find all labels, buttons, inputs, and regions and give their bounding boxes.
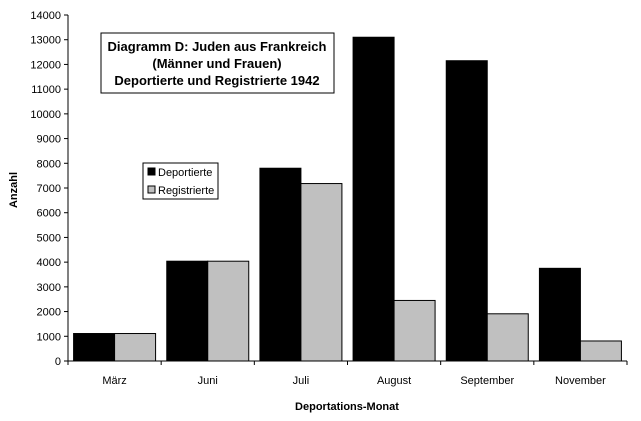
- bar-registrierte: [579, 340, 622, 362]
- x-axis-label: Deportations-Monat: [295, 401, 399, 413]
- y-tick-label: 5000: [37, 232, 61, 244]
- y-axis-label: Anzahl: [8, 172, 20, 208]
- bar-series: [73, 36, 622, 362]
- bar-registrierte: [486, 313, 529, 362]
- y-tick-label: 8000: [37, 158, 61, 170]
- y-tick-label: 9000: [37, 134, 61, 146]
- x-tick-label: September: [460, 375, 514, 387]
- x-axis-ticks: März Juni Juli August September November: [67, 361, 628, 387]
- chart-title: Diagramm D: Juden aus Frankreich (Männer…: [100, 32, 335, 94]
- y-tick-label: 12000: [30, 59, 61, 71]
- bar-registrierte: [114, 333, 157, 362]
- bar-registrierte: [300, 183, 343, 362]
- legend-label-deportierte: Deportierte: [158, 167, 212, 179]
- y-tick-label: 2000: [37, 307, 61, 319]
- y-tick-label: 13000: [30, 35, 61, 47]
- bar-registrierte: [207, 260, 250, 362]
- y-tick-label: 3000: [37, 282, 61, 294]
- y-tick-label: 10000: [30, 109, 61, 121]
- legend-swatch-deportierte: [147, 167, 156, 176]
- bar-deportierte: [538, 267, 581, 362]
- y-tick-label: 0: [55, 356, 61, 368]
- legend: Deportierte Registrierte: [142, 162, 219, 200]
- bar-deportierte: [259, 167, 302, 362]
- y-axis-ticks: 0 1000 2000 3000 4000 5000 6000 7000 8000 9000 100…: [30, 10, 68, 368]
- bar-deportierte: [352, 36, 395, 362]
- title-line-3: Deportierte und Registrierte 1942: [114, 73, 319, 88]
- legend-swatch-registrierte: [147, 185, 156, 194]
- y-tick-label: 6000: [37, 208, 61, 220]
- title-line-1: Diagramm D: Juden aus Frankreich: [108, 39, 327, 54]
- legend-label-registrierte: Registrierte: [158, 185, 214, 197]
- title-box: [100, 32, 335, 94]
- x-tick-label: Juni: [198, 375, 218, 387]
- y-tick-label: 7000: [37, 183, 61, 195]
- x-tick-label: März: [102, 375, 126, 387]
- title-line-2: (Männer und Frauen): [152, 56, 281, 71]
- y-tick-label: 11000: [31, 84, 61, 96]
- bar-deportierte: [166, 260, 209, 362]
- bar-deportierte: [445, 60, 488, 362]
- bar-registrierte: [393, 299, 436, 362]
- x-tick-label: November: [555, 375, 606, 387]
- y-tick-label: 1000: [37, 331, 61, 343]
- x-tick-label: Juli: [293, 375, 310, 387]
- y-tick-label: 4000: [37, 257, 61, 269]
- bar-deportierte: [73, 333, 116, 362]
- x-tick-label: August: [377, 375, 411, 387]
- y-tick-label: 14000: [30, 10, 61, 22]
